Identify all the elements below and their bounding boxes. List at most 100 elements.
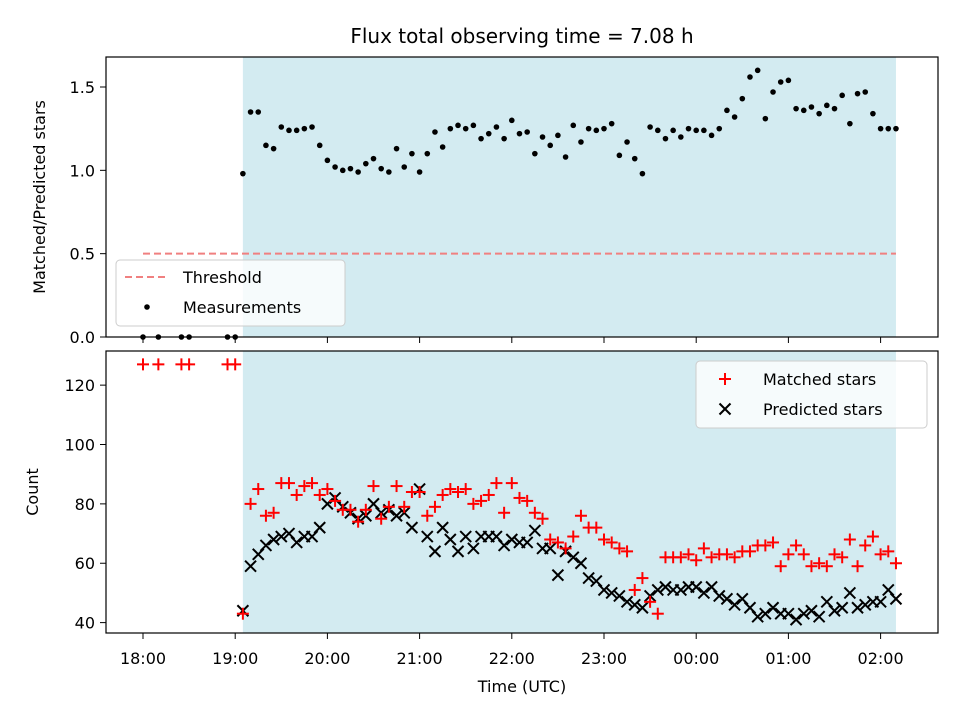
measurement-point	[893, 125, 899, 132]
predicted-star-point	[405, 521, 419, 534]
predicted-star-point	[597, 583, 611, 597]
measurement-point	[332, 164, 338, 170]
predicted-star-point	[674, 583, 688, 597]
ratio-y-tick-label: 1.0	[70, 161, 95, 180]
matched-star-point	[259, 509, 272, 522]
measurement-point	[386, 169, 392, 175]
measurement-point	[355, 169, 361, 175]
predicted-star-point	[544, 542, 557, 555]
predicted-star-point	[613, 589, 626, 603]
count-x-tick-label: 21:00	[397, 649, 443, 668]
measurement-point	[378, 165, 384, 172]
measurement-point	[670, 127, 676, 134]
matched-star-point	[482, 488, 495, 501]
matched-star-point	[428, 500, 441, 513]
predicted-star-point	[444, 533, 457, 546]
matched-star-point	[598, 533, 610, 546]
matched-star-point	[828, 548, 841, 561]
count-x-tick-label: 20:00	[304, 649, 350, 668]
count-x-tick-label: 22:00	[489, 649, 535, 668]
predicted-star-point	[451, 545, 465, 558]
x-axis-label: Time (UTC)	[477, 677, 566, 696]
measurement-point	[724, 107, 730, 114]
count-y-tick-label: 80	[75, 495, 95, 514]
count-y-ticks: 40 60 80 100 120	[64, 376, 106, 633]
measurement-point	[555, 132, 561, 139]
predicted-star-point	[766, 601, 780, 614]
predicted-star-point	[390, 509, 403, 522]
predicted-star-point	[267, 533, 280, 546]
measurement-point	[509, 117, 515, 124]
predicted-star-point	[505, 533, 519, 546]
ratio-y-tick-label: 0.5	[70, 245, 95, 264]
measurement-point	[585, 125, 592, 132]
matched-star-point	[459, 483, 472, 496]
measurement-point	[301, 125, 308, 132]
matched-star-point	[644, 595, 657, 608]
predicted-star-point	[859, 598, 872, 612]
predicted-star-point	[651, 583, 664, 597]
matched-star-point	[475, 494, 488, 507]
measurement-point	[639, 170, 646, 177]
measurement-point	[847, 120, 853, 127]
measurement-point	[324, 157, 331, 164]
measurement-point	[593, 127, 600, 134]
measurement-point	[501, 135, 507, 142]
matched-star-point	[382, 500, 395, 513]
matched-legend-marker	[719, 373, 731, 385]
matched-star-point	[152, 358, 165, 371]
matched-star-point	[574, 509, 587, 522]
measurement-point	[401, 164, 408, 170]
measurement-point	[370, 155, 377, 162]
measurement-point	[339, 167, 346, 174]
measurement-point	[539, 134, 546, 140]
matched-star-point	[674, 551, 687, 564]
matched-star-point	[767, 536, 780, 549]
predicted-star-point	[759, 607, 772, 620]
matched-star-point	[866, 530, 879, 543]
predicted-star-point	[275, 530, 288, 543]
predicted-star-point	[889, 592, 903, 606]
count-y-tick-label: 100	[64, 436, 95, 455]
matched-star-point	[137, 358, 149, 371]
predicted-star-point	[605, 586, 618, 600]
matched-star-point	[183, 358, 196, 371]
matched-star-point	[505, 477, 518, 490]
measurement-point	[532, 150, 538, 157]
matched-star-point	[528, 506, 541, 519]
ratio-plot-frame	[105, 56, 939, 338]
matched-star-point	[590, 521, 603, 534]
matched-star-point	[290, 488, 303, 501]
predicted-star-point	[528, 524, 542, 537]
matched-star-point	[229, 358, 242, 371]
ratio-shaded-region	[242, 57, 896, 337]
measurement-point	[455, 122, 461, 129]
matched-star-point	[697, 542, 710, 555]
matched-star-point	[790, 539, 803, 552]
predicted-star-point	[720, 592, 734, 606]
measurement-point	[800, 107, 807, 114]
measurement-point	[293, 127, 300, 134]
predicted-star-point	[851, 601, 864, 614]
ratio-y-axis-label: Matched/Predicted stars	[30, 100, 49, 294]
measurement-point	[493, 124, 500, 130]
matched-star-point	[413, 486, 426, 498]
measurements-legend-marker	[144, 304, 150, 310]
ratio-legend: Threshold Measurements	[115, 259, 346, 327]
measurement-point	[785, 77, 792, 84]
ratio-y-ticks: 0.0 0.5 1.0 1.5	[70, 78, 106, 347]
predicted-star-point	[874, 595, 887, 609]
count-y-tick-label: 60	[75, 554, 95, 573]
predicted-star-point	[797, 607, 810, 620]
predicted-star-point	[812, 610, 826, 623]
measurement-point	[731, 114, 738, 120]
matched-star-point	[452, 486, 465, 498]
measurement-point	[516, 130, 523, 137]
measurement-point	[824, 102, 830, 109]
ratio-y-tick-label: 1.5	[70, 78, 95, 97]
ratio-x-ticks	[142, 337, 882, 343]
predicted-star-point	[436, 521, 449, 534]
measurement-point	[739, 95, 746, 102]
predicted-star-point	[259, 539, 273, 552]
matched-star-point	[436, 488, 449, 501]
